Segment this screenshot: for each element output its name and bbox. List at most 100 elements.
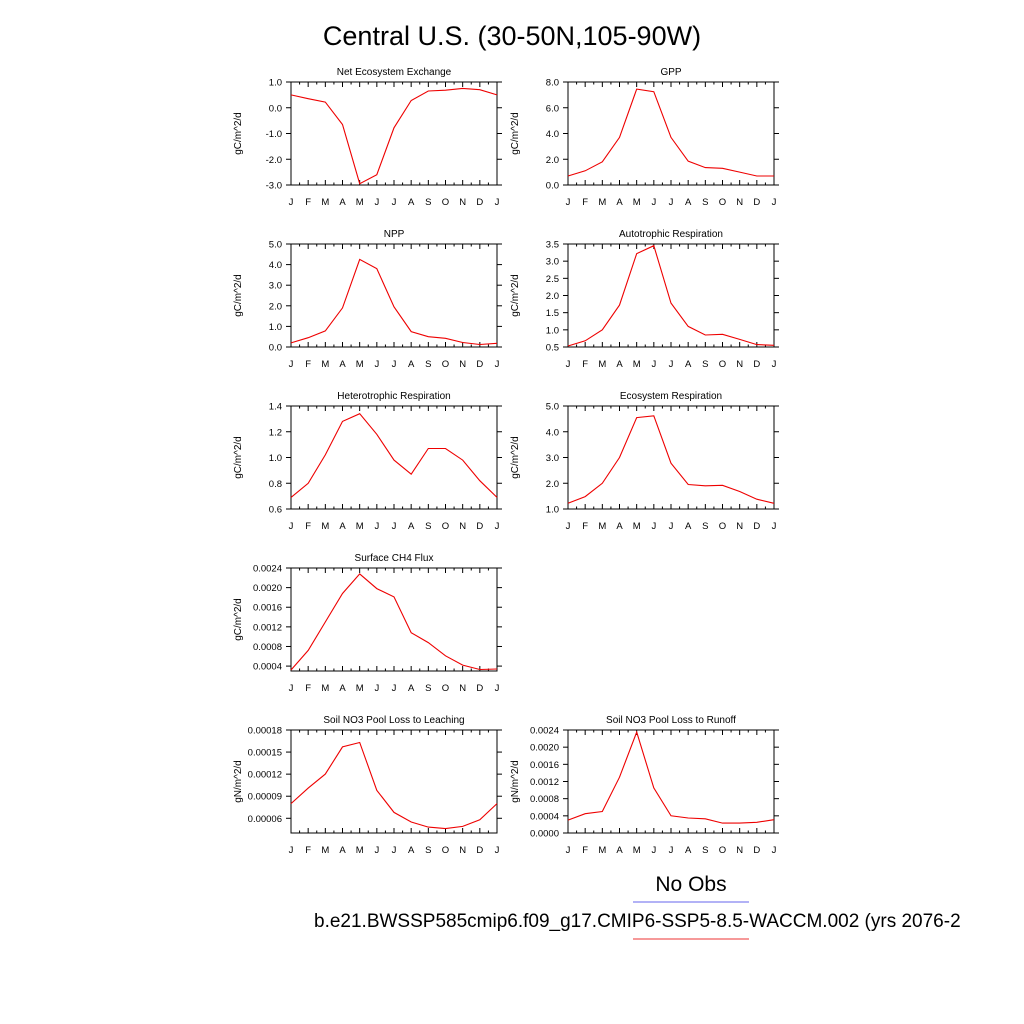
- x-tick-label: D: [753, 197, 760, 208]
- y-axis-label: gC/m^2/d: [510, 274, 521, 317]
- x-tick-label: J: [669, 197, 674, 208]
- x-tick-label: A: [339, 359, 346, 370]
- x-tick-label: N: [736, 521, 743, 532]
- y-tick-label: 0.0016: [530, 760, 559, 771]
- x-tick-label: A: [339, 521, 346, 532]
- y-axis-label: gC/m^2/d: [233, 112, 244, 155]
- x-tick-label: S: [425, 845, 431, 856]
- y-tick-label: 5.0: [269, 240, 282, 251]
- x-tick-label: M: [356, 683, 364, 694]
- x-tick-label: M: [633, 197, 641, 208]
- y-axis-label: gC/m^2/d: [510, 112, 521, 155]
- y-tick-label: -1.0: [266, 129, 282, 140]
- x-tick-label: N: [459, 197, 466, 208]
- y-tick-label: 3.0: [546, 257, 559, 268]
- x-tick-label: J: [772, 521, 777, 532]
- plot-frame: [290, 567, 498, 672]
- x-tick-label: N: [459, 683, 466, 694]
- x-tick-label: D: [476, 197, 483, 208]
- panel-title: NPP: [384, 229, 405, 240]
- x-tick-label: A: [408, 359, 415, 370]
- panel-title: GPP: [660, 67, 681, 78]
- x-tick-label: A: [339, 197, 346, 208]
- y-tick-label: 3.5: [546, 240, 559, 251]
- x-tick-label: N: [459, 359, 466, 370]
- plot-frame: [290, 405, 498, 510]
- x-tick-label: F: [305, 197, 311, 208]
- x-tick-label: D: [476, 521, 483, 532]
- x-tick-label: J: [289, 359, 294, 370]
- x-tick-label: J: [772, 359, 777, 370]
- x-tick-label: M: [321, 521, 329, 532]
- panel-title: Ecosystem Respiration: [620, 391, 722, 402]
- y-tick-label: 6.0: [546, 103, 559, 114]
- x-tick-label: S: [702, 521, 708, 532]
- y-tick-label: 1.0: [269, 453, 282, 464]
- series-line: [290, 573, 498, 671]
- panel-title: Soil NO3 Pool Loss to Leaching: [323, 715, 464, 726]
- x-tick-label: J: [374, 359, 379, 370]
- x-tick-label: J: [669, 845, 674, 856]
- x-tick-label: J: [495, 845, 500, 856]
- x-tick-label: J: [374, 521, 379, 532]
- x-tick-label: O: [719, 197, 726, 208]
- x-tick-label: J: [651, 845, 656, 856]
- y-tick-label: 0.0004: [253, 662, 282, 673]
- x-tick-label: J: [289, 683, 294, 694]
- x-tick-label: O: [442, 359, 449, 370]
- x-tick-label: A: [616, 845, 623, 856]
- y-tick-label: 0.00018: [248, 726, 282, 737]
- main-title: Central U.S. (30-50N,105-90W): [323, 21, 701, 51]
- x-tick-label: F: [305, 359, 311, 370]
- legend-obs-label: No Obs: [655, 873, 726, 896]
- x-tick-label: A: [685, 521, 692, 532]
- x-tick-label: J: [374, 845, 379, 856]
- series-line: [290, 87, 498, 185]
- x-tick-label: F: [582, 359, 588, 370]
- y-tick-label: -2.0: [266, 155, 282, 166]
- y-tick-label: 1.0: [546, 505, 559, 516]
- x-tick-label: J: [495, 197, 500, 208]
- x-tick-label: O: [442, 197, 449, 208]
- x-tick-label: J: [392, 521, 397, 532]
- y-tick-label: 2.0: [546, 479, 559, 490]
- y-tick-label: 0.0000: [530, 829, 559, 840]
- y-tick-label: 3.0: [546, 453, 559, 464]
- x-tick-label: A: [339, 683, 346, 694]
- x-tick-label: M: [321, 845, 329, 856]
- y-tick-label: 4.0: [546, 427, 559, 438]
- x-tick-label: J: [772, 845, 777, 856]
- x-tick-label: J: [566, 845, 571, 856]
- x-tick-label: J: [651, 521, 656, 532]
- panel-title: Net Ecosystem Exchange: [337, 67, 452, 78]
- plot-frame: [567, 729, 775, 834]
- y-tick-label: 5.0: [546, 402, 559, 413]
- x-tick-label: N: [736, 197, 743, 208]
- series-line: [567, 88, 774, 177]
- y-tick-label: 0.0008: [253, 642, 282, 653]
- x-tick-label: A: [408, 683, 415, 694]
- x-tick-label: O: [719, 359, 726, 370]
- x-tick-label: M: [356, 197, 364, 208]
- x-tick-label: M: [321, 359, 329, 370]
- x-tick-label: J: [392, 683, 397, 694]
- x-tick-label: O: [719, 845, 726, 856]
- y-axis-label: gC/m^2/d: [233, 274, 244, 317]
- y-tick-label: 1.5: [546, 308, 559, 319]
- x-tick-label: M: [598, 359, 606, 370]
- x-tick-label: A: [616, 521, 623, 532]
- series-line: [290, 258, 498, 346]
- x-tick-label: O: [442, 683, 449, 694]
- x-tick-label: J: [289, 521, 294, 532]
- x-tick-label: J: [566, 197, 571, 208]
- plot-frame: [290, 729, 498, 834]
- y-tick-label: 2.0: [546, 155, 559, 166]
- series-line: [567, 244, 775, 347]
- x-tick-label: M: [633, 359, 641, 370]
- x-tick-label: F: [582, 197, 588, 208]
